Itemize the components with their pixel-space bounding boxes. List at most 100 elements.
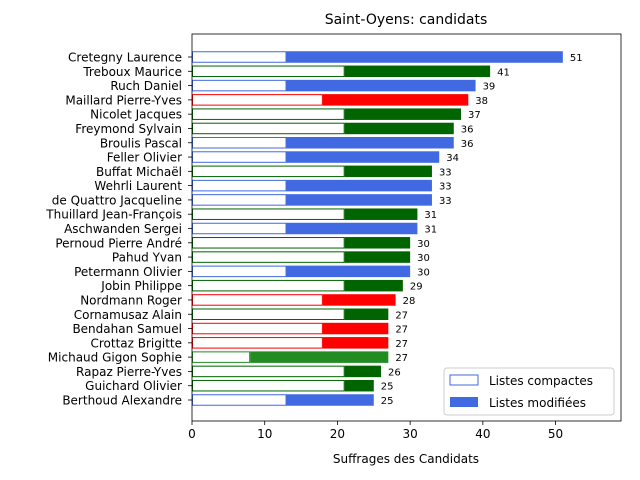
bar-modified (286, 394, 374, 406)
bar-modified (344, 379, 374, 392)
candidate-label: Bendahan Samuel (72, 322, 182, 336)
value-label: 25 (381, 396, 394, 407)
bar-compact (192, 194, 287, 206)
bar-compact (192, 151, 287, 163)
bar-compact (192, 237, 345, 249)
candidate-label: Thuillard Jean-François (45, 208, 182, 222)
value-label: 26 (388, 367, 401, 378)
bar-compact (192, 179, 287, 192)
bar-modified (286, 151, 440, 163)
candidate-label: Nicolet Jacques (90, 108, 182, 122)
value-label: 30 (417, 267, 430, 278)
x-tick-label: 0 (188, 427, 196, 441)
legend-label-modified: Listes modifiées (489, 396, 586, 410)
value-label: 30 (417, 253, 430, 264)
bar-modified (344, 208, 418, 220)
bar-compact (192, 379, 345, 392)
bar-modified (344, 108, 462, 120)
bar-modified (286, 179, 432, 192)
value-label: 31 (424, 225, 437, 236)
bar-compact (192, 365, 345, 378)
bar-compact (192, 279, 345, 292)
value-label: 27 (395, 310, 408, 321)
value-label: 36 (461, 139, 474, 150)
x-tick-label: 20 (330, 427, 345, 441)
legend: Listes compactes Listes modifiées (443, 367, 615, 416)
bar-compact (192, 108, 345, 120)
bar-modified (286, 79, 476, 92)
legend-label-compact: Listes compactes (489, 374, 593, 388)
bar-compact (192, 122, 345, 135)
value-label: 27 (395, 339, 408, 350)
bar-compact (192, 208, 345, 220)
value-label: 27 (395, 353, 408, 364)
bar-modified (344, 165, 432, 178)
bar-modified (344, 279, 403, 292)
bar-modified (344, 365, 382, 378)
candidate-label: Jobin Philippe (100, 279, 182, 293)
bar-modified (286, 265, 411, 278)
bar-modified (344, 122, 454, 135)
candidate-label: Nordmann Roger (80, 293, 182, 307)
bar-modified (344, 237, 411, 249)
x-tick-label: 30 (402, 427, 417, 441)
bar-compact (192, 51, 287, 63)
value-label: 34 (446, 153, 459, 164)
bar-modified (322, 337, 389, 349)
bar-compact (192, 265, 287, 278)
axes-frame (191, 33, 622, 422)
x-tick-label: 50 (548, 427, 563, 441)
candidate-label: Freymond Sylvain (75, 122, 182, 136)
bar-modified (344, 308, 389, 320)
bar-modified (286, 222, 418, 235)
candidate-label: Buffat Michaël (96, 165, 182, 179)
bar-modified (250, 351, 389, 363)
candidate-label: Treboux Maurice (82, 65, 182, 79)
bar-compact (192, 394, 287, 406)
bar-modified (286, 194, 432, 206)
value-label: 33 (439, 196, 452, 207)
candidate-label: Berthoud Alexandre (62, 394, 182, 408)
candidate-label: Cornamusaz Alain (74, 308, 182, 322)
bar-modified (344, 251, 411, 263)
candidate-label: Pahud Yvan (112, 251, 182, 265)
bar-compact (192, 65, 345, 78)
candidate-label: Pernoud Pierre André (55, 236, 182, 250)
candidate-label: de Quattro Jacqueline (52, 193, 182, 207)
bar-compact (192, 137, 287, 149)
bar-compact (192, 351, 251, 363)
value-label: 37 (468, 110, 481, 121)
bar-modified (322, 322, 389, 335)
value-label: 51 (570, 53, 583, 64)
value-label: 31 (424, 210, 437, 221)
value-label: 38 (475, 96, 488, 107)
candidate-label: Maillard Pierre-Yves (65, 93, 182, 107)
bar-compact (192, 222, 287, 235)
bars-group (192, 51, 563, 406)
legend-swatch-modified (450, 397, 478, 407)
candidate-label: Ruch Daniel (110, 79, 182, 93)
value-label: 30 (417, 239, 430, 250)
value-label: 41 (497, 67, 510, 78)
bar-compact (192, 294, 323, 306)
value-label: 25 (381, 382, 394, 393)
candidate-label: Guichard Olivier (85, 379, 182, 393)
candidate-label: Aschwanden Sergei (64, 222, 182, 236)
x-axis-label: Suffrages des Candidats (333, 452, 479, 466)
value-label: 33 (439, 182, 452, 193)
value-label: 36 (461, 124, 474, 135)
candidate-label: Crottaz Brigitte (90, 336, 182, 350)
candidate-label: Broulis Pascal (100, 136, 182, 150)
candidate-label: Wehrli Laurent (94, 179, 182, 193)
bar-compact (192, 322, 323, 335)
candidate-label: Cretegny Laurence (68, 51, 182, 65)
value-label: 39 (483, 82, 496, 93)
value-label: 29 (410, 282, 423, 293)
bar-modified (286, 51, 563, 63)
bar-compact (192, 79, 287, 92)
x-ticks: 0 10 20 30 40 50 (188, 421, 563, 441)
bar-compact (192, 94, 323, 106)
value-label: 33 (439, 167, 452, 178)
bar-compact (192, 337, 323, 349)
